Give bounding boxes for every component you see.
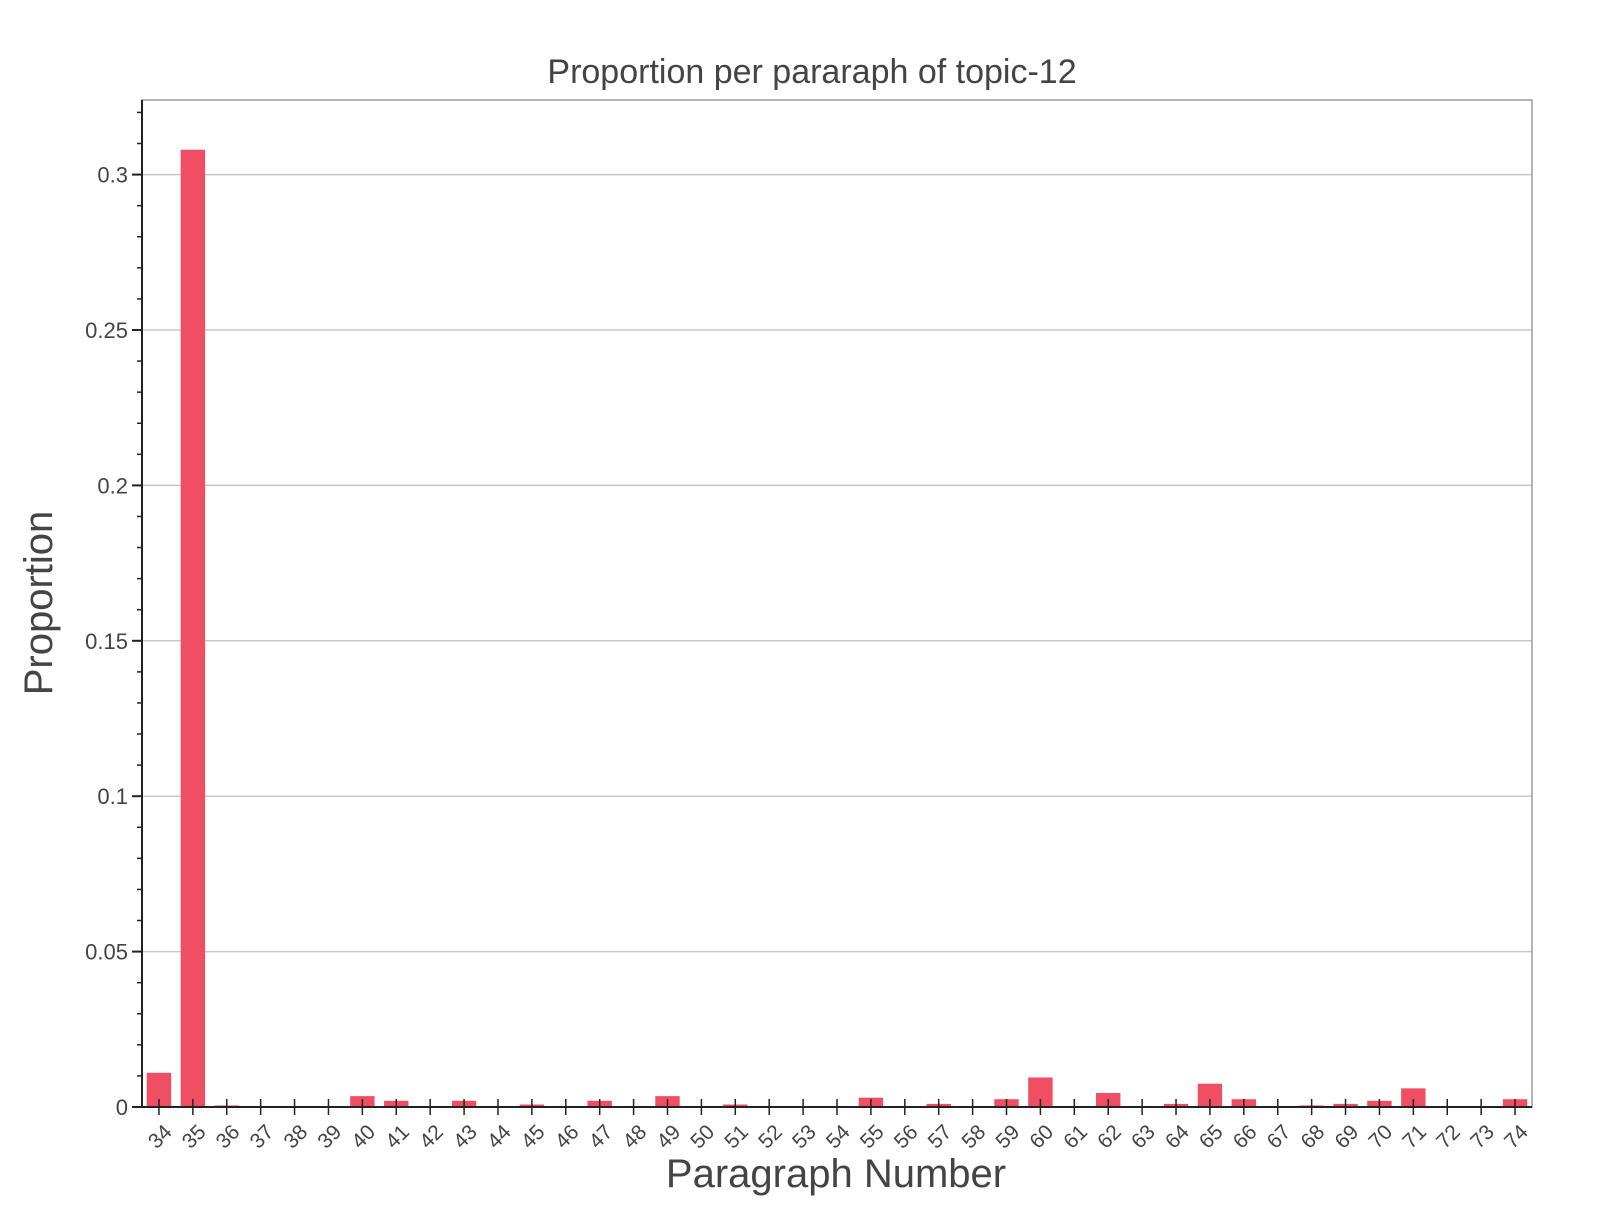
x-tick-label: 57 — [924, 1120, 957, 1153]
x-tick-label: 54 — [822, 1120, 855, 1153]
x-tick-label: 66 — [1229, 1120, 1262, 1153]
y-tick-label: 0.2 — [97, 473, 128, 498]
plot-frame — [141, 99, 1533, 1108]
x-tick-label: 74 — [1500, 1120, 1533, 1153]
x-tick-label: 64 — [1161, 1120, 1194, 1153]
bar-35 — [180, 149, 206, 1107]
bar-65 — [1197, 1083, 1223, 1107]
x-tick-label: 59 — [991, 1120, 1024, 1153]
x-tick-label: 63 — [1127, 1120, 1160, 1153]
grid-lines — [142, 173, 1532, 953]
x-tick-label: 39 — [313, 1120, 346, 1153]
y-tick-label: 0.1 — [97, 784, 128, 809]
x-tick-label: 73 — [1466, 1120, 1499, 1153]
x-tick-label: 72 — [1432, 1120, 1465, 1153]
x-tick-label: 48 — [619, 1120, 652, 1153]
axes — [141, 99, 1533, 1108]
x-tick-label: 47 — [585, 1120, 618, 1153]
x-tick-label: 50 — [686, 1120, 719, 1153]
x-tick-label: 35 — [178, 1120, 211, 1153]
bar-71 — [1401, 1088, 1426, 1107]
x-tick-label: 52 — [754, 1120, 787, 1153]
x-tick-label: 36 — [212, 1120, 245, 1153]
x-tick-label: 67 — [1263, 1120, 1296, 1153]
x-tick-label: 41 — [381, 1120, 414, 1153]
x-tick-label: 38 — [280, 1120, 313, 1153]
x-tick-label: 68 — [1297, 1120, 1330, 1153]
x-tick-label: 34 — [144, 1120, 177, 1153]
x-tick-label: 51 — [720, 1120, 753, 1153]
x-tick-label: 49 — [652, 1120, 685, 1153]
x-tick-label: 55 — [856, 1120, 889, 1153]
x-tick-label: 45 — [517, 1120, 550, 1153]
y-tick-label: 0.3 — [97, 163, 128, 188]
y-axis-label: Proportion — [17, 511, 61, 696]
y-tick-label: 0 — [116, 1095, 128, 1120]
bars — [146, 149, 1528, 1107]
x-tick-label: 44 — [483, 1120, 516, 1153]
x-tick-label: 56 — [890, 1120, 923, 1153]
chart-title: Proportion per pararaph of topic-12 — [547, 53, 1076, 91]
x-axis-label: Paragraph Number — [666, 1152, 1006, 1196]
x-tick-label: 42 — [415, 1120, 448, 1153]
y-tick-label: 0.15 — [85, 629, 128, 654]
x-tick-label: 70 — [1364, 1120, 1397, 1153]
x-tick-label: 62 — [1093, 1120, 1126, 1153]
y-tick-label: 0.05 — [85, 940, 128, 965]
x-tick-label: 69 — [1330, 1120, 1363, 1153]
x-tick-label: 61 — [1059, 1120, 1092, 1153]
x-tick-label: 65 — [1195, 1120, 1228, 1153]
y-axis-ticks: 0 0.05 0.1 0.15 0.2 0.25 0.3 — [85, 111, 142, 1120]
x-tick-label: 46 — [551, 1120, 584, 1153]
x-tick-label: 58 — [958, 1120, 991, 1153]
y-tick-label: 0.25 — [85, 318, 128, 343]
x-tick-label: 37 — [246, 1120, 279, 1153]
x-tick-label: 40 — [347, 1120, 380, 1153]
x-tick-label: 53 — [788, 1120, 821, 1153]
x-tick-label: 43 — [449, 1120, 482, 1153]
x-tick-label: 60 — [1025, 1120, 1058, 1153]
x-tick-label: 71 — [1398, 1120, 1431, 1153]
